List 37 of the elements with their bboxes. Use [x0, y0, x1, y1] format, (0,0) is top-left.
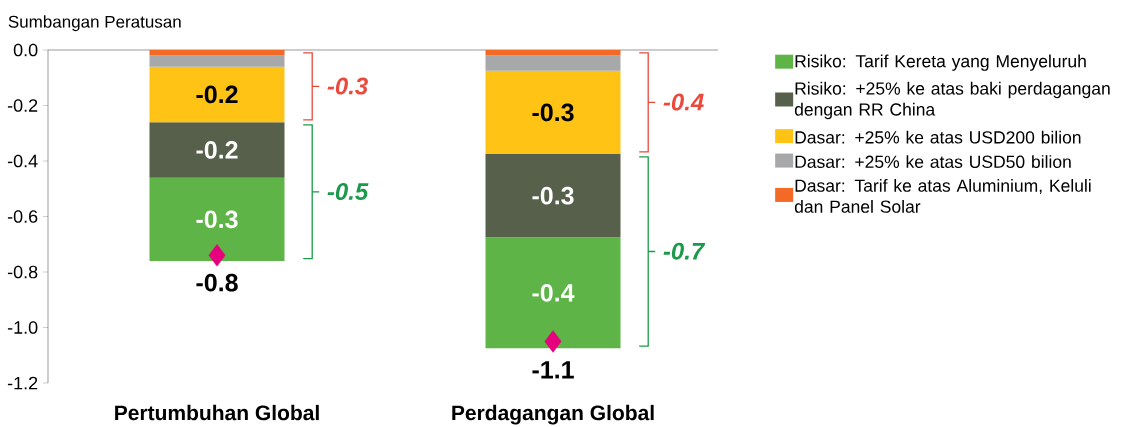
x-tick-label: Pertumbuhan Global [115, 404, 319, 421]
y-tick-label: -0.4 [7, 154, 38, 168]
data-label: -0.4 [532, 283, 575, 302]
annotation: -0.7 [663, 242, 706, 260]
annotation: -0.4 [663, 93, 704, 111]
data-label: -0.3 [532, 103, 574, 122]
data-label: -0.3 [532, 186, 574, 205]
y-tick-label: -1.0 [7, 321, 38, 334]
x-tick-label: Perdagangan Global [452, 404, 654, 425]
data-label: -0.3 [196, 210, 238, 229]
legend-label: Dasar: Tarif ke atas Aluminium, Keluli dan Panel Solar [794, 178, 1091, 213]
bar [149, 55, 285, 67]
y-tick-label: -0.2 [7, 99, 38, 112]
bar [149, 177, 285, 261]
bar [149, 66, 285, 123]
bar [149, 122, 285, 178]
data-label: -0.2 [196, 141, 238, 159]
total-label: -0.8 [196, 273, 238, 292]
y-tick-label: -1.2 [7, 376, 38, 390]
legend-label: Dasar: +25% ke atas USD200 bilion [795, 130, 1081, 144]
legend-label: Risiko: Tarif Kereta yang Menyeluruh [795, 54, 1086, 71]
bar [149, 50, 285, 56]
y-tick-label: -0.8 [7, 265, 38, 279]
bar [485, 154, 621, 238]
annotation: -0.3 [327, 77, 368, 95]
bar [485, 50, 621, 56]
annotation: -0.5 [327, 183, 369, 201]
y-tick-label: -0.6 [7, 210, 38, 223]
y-axis-title: Sumbangan Peratusan [8, 15, 181, 32]
total-label: -1.1 [532, 361, 574, 379]
bar [485, 70, 621, 155]
y-tick-label: 0.0 [13, 43, 38, 57]
legend-label: Risiko: +25% ke atas baki perdagangan dengan RR China [794, 81, 1110, 120]
data-label: -0.2 [196, 85, 238, 104]
legend-label: Dasar: +25% ke atas USD50 bilion [795, 155, 1071, 168]
bar [485, 55, 621, 71]
bar [485, 237, 621, 349]
